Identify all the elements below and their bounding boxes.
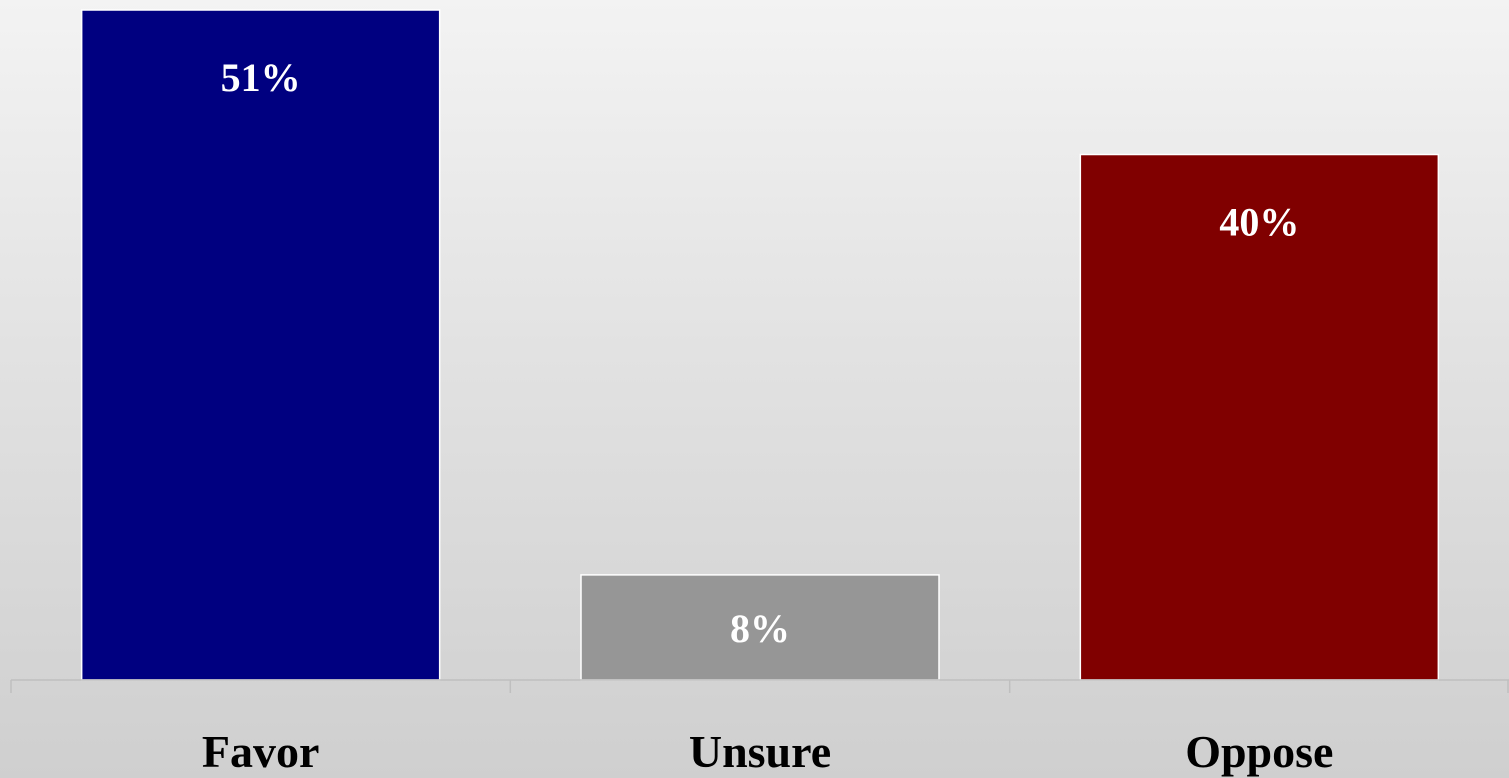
category-label-unsure: Unsure [689, 726, 831, 777]
data-label-favor: 51% [221, 55, 301, 100]
bar-favor [80, 9, 441, 681]
data-label-oppose: 40% [1219, 200, 1299, 245]
category-label-favor: Favor [202, 726, 320, 777]
bar-oppose [1079, 153, 1440, 681]
bars-group [80, 9, 1440, 681]
data-label-unsure: 8% [730, 606, 790, 651]
x-axis [10, 679, 1509, 693]
bar-unsure [580, 574, 940, 681]
labels-group: 51% Favor 8% Unsure 40% Oppose [202, 55, 1334, 777]
category-label-oppose: Oppose [1185, 726, 1333, 777]
